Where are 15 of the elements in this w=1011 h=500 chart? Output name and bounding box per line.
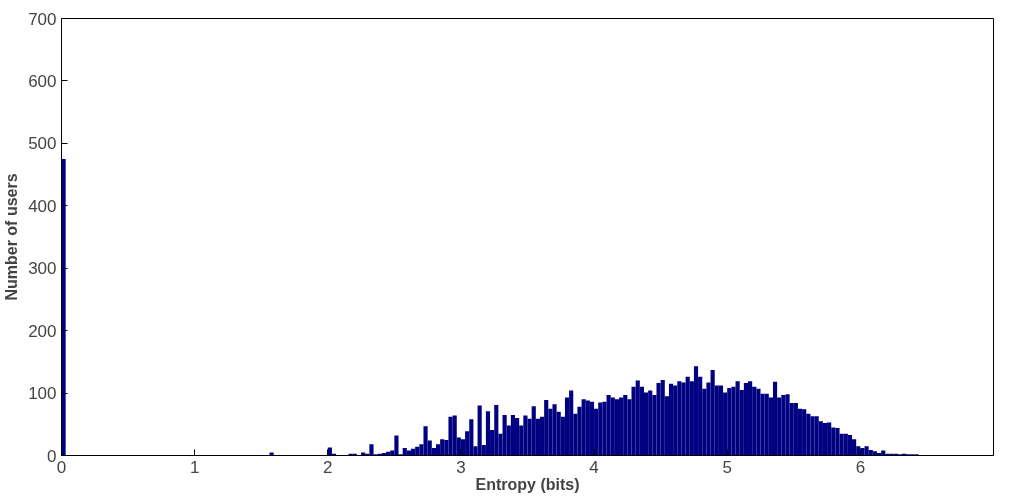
x-tick-label: 3 <box>456 457 466 477</box>
y-tick-label: 600 <box>28 71 57 91</box>
y-axis-title: Number of users <box>3 173 21 301</box>
x-tick-label: 4 <box>589 457 599 477</box>
y-tick-label: 400 <box>28 196 57 216</box>
y-tick-label: 700 <box>28 9 57 29</box>
x-axis-title: Entropy (bits) <box>475 475 580 493</box>
y-tick-label: 500 <box>28 134 57 154</box>
y-tick-label: 300 <box>28 259 57 279</box>
x-tick-label: 6 <box>855 457 866 477</box>
x-tick-label: 2 <box>323 457 333 477</box>
y-tick-label: 100 <box>28 384 57 404</box>
y-tick-label: 200 <box>28 321 57 341</box>
x-tick-label: 1 <box>189 457 200 477</box>
x-tick-label: 5 <box>722 457 732 477</box>
